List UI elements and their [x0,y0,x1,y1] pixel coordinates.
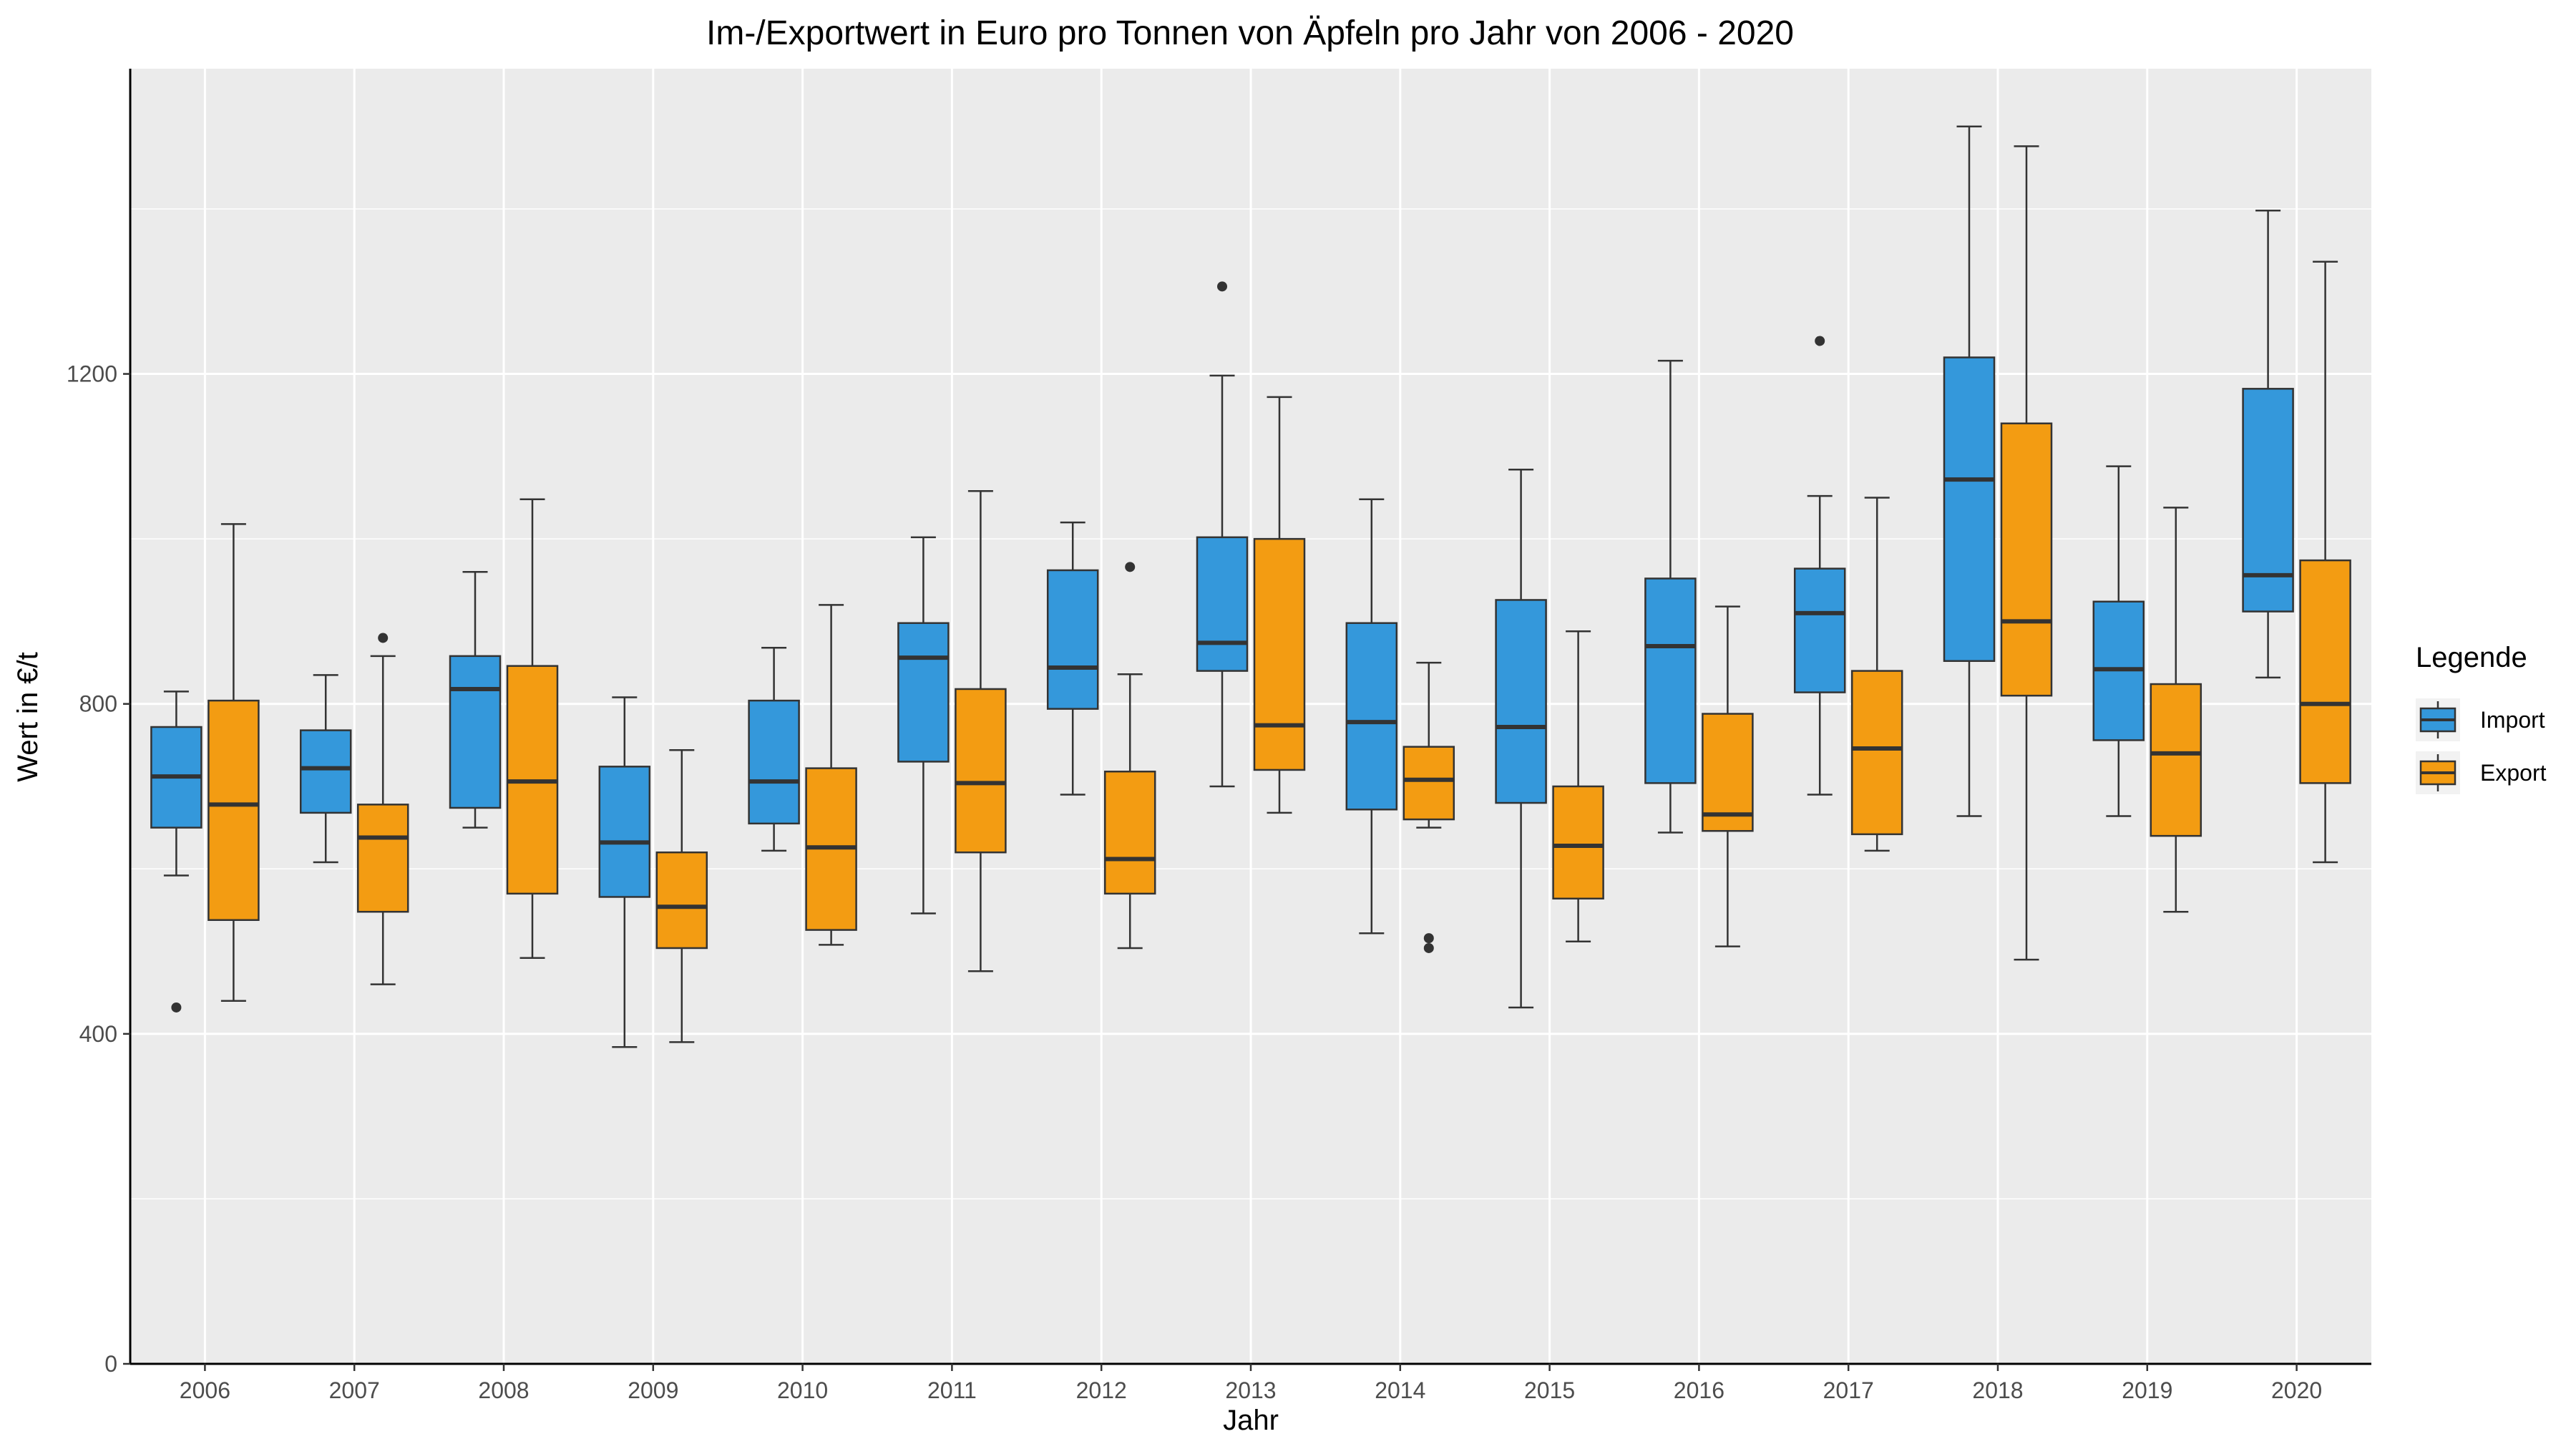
x-tick-label: 2010 [777,1377,828,1403]
x-tick-label: 2011 [927,1377,977,1403]
box-import-2011 [897,622,950,763]
box-export-2014 [1402,746,1455,821]
box-import-2020 [2242,388,2294,613]
box-import-2014 [1345,622,1398,811]
legend-label-export: Export [2480,760,2547,786]
box-export-2013 [1253,537,1306,771]
legend-label-import: Import [2480,707,2545,733]
x-tick-label: 2017 [1823,1377,1874,1403]
box-import-2015 [1495,599,1547,804]
x-tick-label: 2013 [1225,1377,1276,1403]
box-export-2007 [356,804,409,913]
x-tick-label: 2019 [2122,1377,2172,1403]
y-tick-label: 400 [79,1021,117,1047]
x-tick-label: 2018 [1972,1377,2023,1403]
box-export-2018 [2000,422,2053,697]
box-import-2007 [299,729,352,814]
x-tick-label: 2008 [478,1377,529,1403]
y-tick-label: 800 [79,691,117,717]
x-tick-label: 2014 [1375,1377,1425,1403]
legend-title: Legende [2416,642,2527,673]
outlier-point [1423,942,1434,953]
legend: Legende Import Export [2416,642,2547,794]
box-import-2009 [598,766,651,898]
chart-title: Im-/Exportwert in Euro pro Tonnen von Äp… [706,14,1794,52]
outlier-point [1423,933,1434,944]
plot-panel [130,69,2371,1365]
x-tick-label: 2009 [628,1377,678,1403]
y-tick-label: 1200 [67,361,117,387]
x-tick-label: 2016 [1674,1377,1724,1403]
y-axis-title: Wert in €/t [12,652,44,782]
y-tick-label: 0 [104,1351,117,1377]
box-export-2015 [1552,785,1604,900]
x-tick-label: 2015 [1524,1377,1575,1403]
box-export-2011 [955,688,1007,854]
box-export-2016 [1702,713,1754,832]
box-import-2018 [1943,356,1996,663]
box-export-2012 [1103,770,1156,895]
x-tick-label: 2020 [2271,1377,2322,1403]
outlier-point [171,1002,182,1013]
x-axis-title: Jahr [1223,1405,1279,1436]
outlier-point [1217,281,1227,292]
x-tick-label: 2007 [329,1377,380,1403]
box-import-2010 [748,699,800,825]
box-export-2017 [1850,670,1903,836]
x-tick-label: 2012 [1076,1377,1127,1403]
series-import [150,125,2294,1048]
box-export-2009 [655,851,708,950]
outlier-point [1125,562,1136,572]
box-export-2006 [208,699,260,922]
box-import-2013 [1196,536,1249,672]
box-export-2019 [2150,683,2202,837]
outlier-point [1815,336,1825,346]
box-import-2016 [1644,577,1697,784]
x-tick-label: 2006 [180,1377,230,1403]
box-import-2012 [1046,569,1099,710]
box-export-2020 [2299,559,2351,784]
box-import-2017 [1793,567,1846,693]
box-import-2008 [449,655,502,809]
outlier-point [378,633,389,643]
series-export [208,145,2351,1043]
